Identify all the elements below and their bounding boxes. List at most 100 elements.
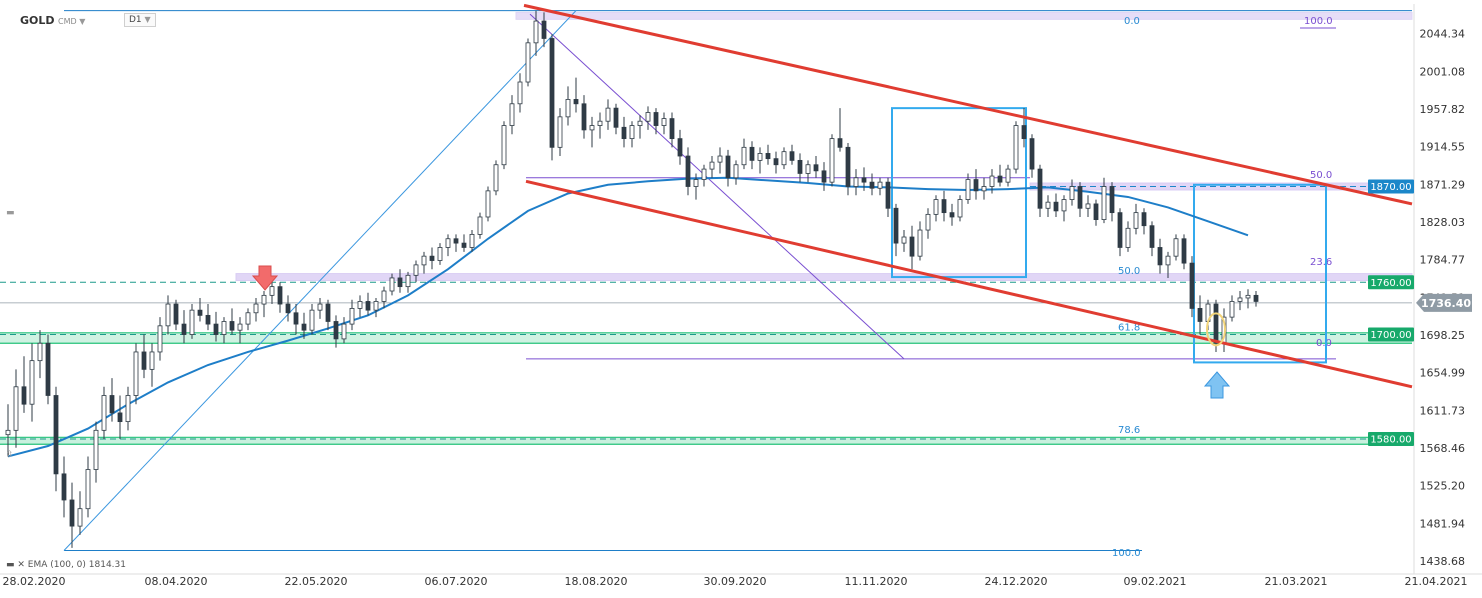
chevron-down-icon[interactable]: ▼ — [79, 17, 86, 26]
x-tick-label: 06.07.2020 — [425, 575, 488, 588]
candle-body — [429, 255, 435, 261]
candle-body — [661, 118, 667, 126]
candle-body — [525, 42, 531, 83]
candle-body — [1125, 227, 1131, 248]
candle-body — [829, 138, 835, 183]
candle-body — [941, 199, 947, 214]
candle-body — [421, 255, 427, 266]
x-tick-label: 21.04.2021 — [1405, 575, 1468, 588]
candle-body — [45, 342, 51, 396]
candle-body — [901, 236, 907, 244]
candle-body — [461, 242, 467, 248]
candle-body — [245, 312, 251, 325]
candle-body — [213, 323, 219, 335]
candle-body — [365, 301, 371, 311]
candle-body — [77, 508, 83, 527]
candle-body — [509, 103, 515, 126]
candle-body — [965, 179, 971, 200]
candle-body — [1077, 186, 1083, 209]
candle-body — [189, 309, 195, 335]
candle-body — [141, 351, 147, 370]
y-tick-label: 1957.82 — [1420, 103, 1466, 116]
candle-body — [837, 138, 843, 148]
uptrend-line — [63, 10, 577, 551]
candle-body — [1141, 212, 1147, 227]
candle-body — [165, 303, 171, 327]
candle-body — [1061, 199, 1067, 212]
candle-body — [749, 146, 755, 161]
candle-body — [1085, 203, 1091, 209]
candle-body — [989, 175, 995, 187]
candle-body — [445, 238, 451, 248]
candle-body — [301, 323, 307, 331]
candle-body — [1245, 294, 1251, 299]
candle-body — [701, 168, 707, 180]
tag-1580-bg — [1368, 432, 1414, 447]
price-tags: 1870.00 1760.00 1700.00 1580.00 1736.40 — [1368, 179, 1472, 447]
candle-body — [1181, 238, 1187, 264]
x-tick-label: 09.02.2021 — [1124, 575, 1187, 588]
candle-body — [845, 146, 851, 187]
candle-body — [605, 107, 611, 122]
candle-body — [485, 190, 491, 218]
candle-body — [413, 264, 419, 276]
symbol-label[interactable]: GOLD — [20, 14, 55, 27]
candle-body — [453, 238, 459, 244]
candle-body — [1045, 201, 1051, 209]
candle-body — [13, 386, 19, 431]
resistance-zone-1760 — [235, 273, 1413, 282]
candle-body — [765, 153, 771, 160]
y-tick-label: 1914.55 — [1420, 141, 1466, 154]
candle-body — [61, 473, 67, 501]
candle-body — [1109, 186, 1115, 214]
candle-body — [1229, 301, 1235, 318]
fib2-label-100: 100.0 — [1304, 16, 1333, 27]
candle-body — [949, 212, 955, 218]
fib1-label-78-6: 78.6 — [1118, 425, 1140, 436]
candle-body — [285, 303, 291, 314]
markers — [251, 265, 1231, 399]
candle-body — [205, 314, 211, 325]
candle-body — [1029, 138, 1035, 170]
y-tick-label: 1828.03 — [1420, 216, 1466, 229]
source-label[interactable]: CMD ▼ — [58, 17, 85, 26]
y-tick-label: 1698.25 — [1420, 329, 1466, 342]
scroll-handle-icon[interactable]: ⇳ — [6, 450, 14, 460]
fibonacci-lines: 0.0 61.8 78.6 100.0 100.0 50.0 23.6 0.0 50.0 — [63, 10, 1412, 559]
candle-body — [341, 323, 347, 340]
y-tick-label: 2044.34 — [1420, 28, 1466, 41]
candle-body — [317, 303, 323, 311]
candle-body — [581, 103, 587, 131]
indicator-legend[interactable]: ▬ ✕ EMA (100, 0) 1814.31 — [6, 560, 126, 570]
candle-body — [29, 360, 35, 405]
candle-body — [261, 294, 267, 305]
candle-body — [773, 158, 779, 166]
candle-body — [637, 120, 643, 126]
candle-body — [821, 170, 827, 183]
candle-body — [1149, 225, 1155, 248]
indicator-menu-icon[interactable]: ▬ ✕ — [6, 560, 25, 570]
candle-body — [517, 81, 523, 105]
current-price-tag-bg — [1416, 293, 1472, 312]
candle-body — [853, 177, 859, 187]
candle-body — [1053, 201, 1059, 212]
channel-upper-line — [523, 3, 1413, 206]
candle-body — [973, 179, 979, 192]
candle-body — [645, 112, 651, 122]
timeframe-select[interactable]: D1 ▼ — [124, 13, 156, 27]
y-tick-label: 1611.73 — [1420, 404, 1466, 417]
candle-body — [357, 301, 363, 309]
candle-body — [925, 213, 931, 231]
candle-body — [309, 309, 315, 331]
candle-body — [397, 277, 403, 288]
candle-body — [53, 395, 59, 475]
candle-body — [221, 321, 227, 335]
candle-body — [933, 199, 939, 215]
collapse-icon[interactable]: ▬ — [6, 208, 15, 218]
candle-body — [133, 351, 139, 396]
x-tick-label: 28.02.2020 — [3, 575, 66, 588]
fib3-label-50: 50.0 — [1118, 266, 1140, 277]
candle-body — [501, 125, 507, 166]
